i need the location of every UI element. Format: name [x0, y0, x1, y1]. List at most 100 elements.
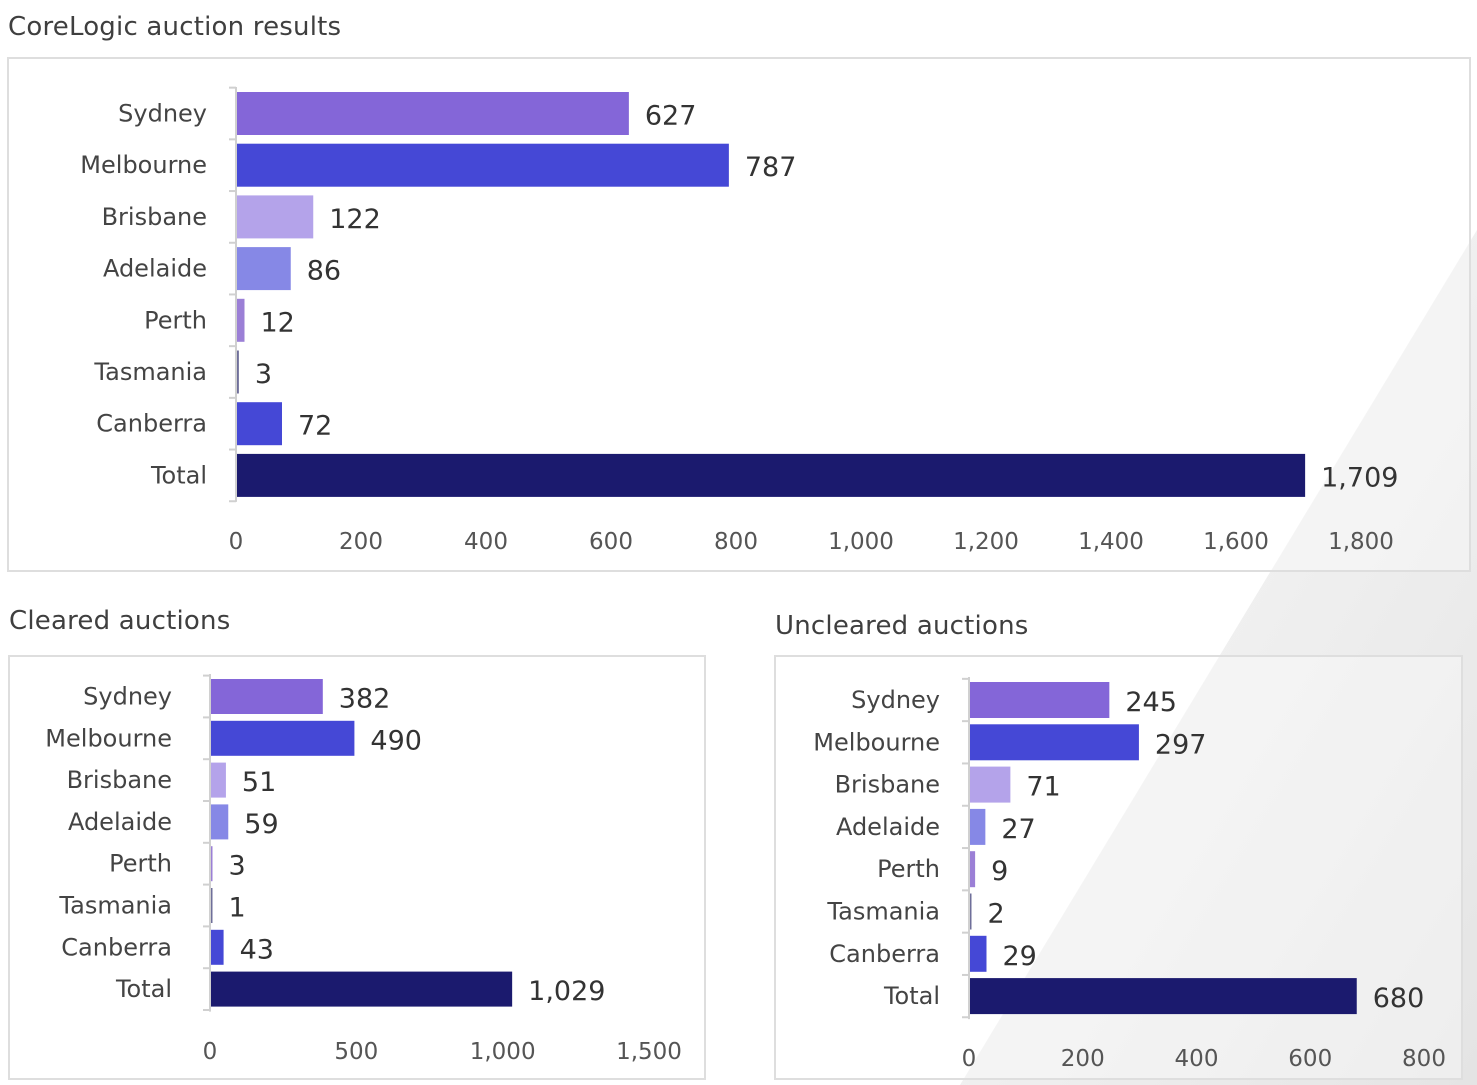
results-bar-tasmania: [237, 350, 239, 394]
cleared-bar-sydney: [211, 679, 323, 714]
cleared-x-tick-label: 1,000: [470, 1039, 536, 1065]
uncleared-bar-brisbane: [970, 766, 1011, 803]
results-value-label: 627: [645, 101, 697, 132]
results-x-tick-label: 800: [714, 529, 758, 555]
uncleared-x-tick-label: 600: [1288, 1046, 1332, 1072]
results-chart-panel: Sydney 627 Melbourne 787 Brisbane 122 Adelaide…: [7, 57, 1471, 572]
cleared-category-label: Tasmania: [58, 892, 172, 920]
uncleared-value-label: 245: [1125, 687, 1177, 718]
cleared-bar-canberra: [211, 929, 224, 965]
results-x-tick-label: 1,400: [1078, 529, 1144, 555]
uncleared-chart-panel: Sydney 245 Melbourne 297 Brisbane 71 Adelaide 2…: [774, 655, 1463, 1080]
uncleared-category-label: Tasmania: [826, 898, 940, 926]
cleared-value-label: 1: [229, 893, 246, 924]
uncleared-x-tick-label: 200: [1061, 1046, 1105, 1072]
uncleared-value-label: 71: [1026, 772, 1060, 803]
uncleared-bar-tasmania: [970, 893, 972, 930]
results-category-label: Canberra: [96, 410, 207, 438]
uncleared-bar-canberra: [970, 935, 987, 972]
results-bar-adelaide: [237, 247, 291, 291]
uncleared-category-label: Canberra: [829, 940, 940, 968]
cleared-category-label: Melbourne: [45, 724, 172, 752]
uncleared-category-label: Perth: [877, 855, 940, 883]
results-bar-melbourne: [237, 143, 729, 187]
uncleared-category-label: Adelaide: [836, 813, 940, 841]
cleared-bar-total: [211, 971, 513, 1007]
cleared-chart: Sydney 382 Melbourne 490 Brisbane 51 Adelaide 5…: [45, 674, 682, 1065]
cleared-bar-perth: [211, 846, 213, 882]
uncleared-x-tick-label: 800: [1402, 1046, 1446, 1072]
results-value-label: 1,709: [1321, 462, 1398, 493]
results-bar-canberra: [237, 402, 282, 446]
cleared-bar-adelaide: [211, 804, 229, 840]
cleared-value-label: 59: [244, 809, 278, 840]
uncleared-value-label: 9: [991, 856, 1008, 887]
uncleared-x-tick-label: 400: [1175, 1046, 1219, 1072]
results-value-label: 12: [261, 307, 295, 338]
cleared-value-label: 43: [240, 934, 274, 965]
cleared-value-label: 382: [339, 684, 391, 715]
results-category-label: Brisbane: [102, 203, 207, 231]
results-bar-perth: [237, 298, 245, 342]
cleared-category-label: Canberra: [61, 933, 172, 961]
results-x-tick-label: 1,800: [1328, 529, 1394, 555]
results-value-label: 86: [307, 256, 341, 287]
cleared-category-label: Perth: [109, 850, 172, 878]
results-x-tick-label: 1,600: [1203, 529, 1269, 555]
cleared-value-label: 51: [242, 767, 276, 798]
results-category-label: Melbourne: [80, 151, 207, 179]
results-x-tick-label: 200: [339, 529, 383, 555]
cleared-value-label: 490: [370, 725, 422, 756]
results-value-label: 72: [298, 411, 332, 442]
cleared-category-label: Total: [115, 975, 172, 1003]
uncleared-bar-total: [970, 978, 1357, 1015]
cleared-bar-brisbane: [211, 762, 226, 798]
cleared-x-tick-label: 1,500: [616, 1039, 682, 1065]
results-category-label: Total: [150, 461, 207, 489]
uncleared-chart-title: Uncleared auctions: [775, 611, 1029, 641]
uncleared-category-label: Brisbane: [835, 771, 940, 799]
uncleared-x-tick-label: 0: [962, 1046, 977, 1072]
results-chart-title: CoreLogic auction results: [8, 12, 342, 42]
results-bar-brisbane: [237, 195, 314, 239]
uncleared-bar-perth: [970, 851, 976, 888]
uncleared-category-label: Sydney: [851, 686, 940, 714]
cleared-x-tick-label: 0: [203, 1039, 218, 1065]
results-value-label: 3: [255, 359, 272, 390]
results-category-label: Perth: [144, 306, 207, 334]
uncleared-bar-adelaide: [970, 808, 986, 845]
results-category-label: Adelaide: [103, 255, 207, 283]
uncleared-value-label: 2: [988, 899, 1005, 930]
results-x-tick-label: 400: [464, 529, 508, 555]
results-x-tick-label: 600: [589, 529, 633, 555]
uncleared-value-label: 680: [1373, 983, 1425, 1014]
results-x-tick-label: 0: [229, 529, 244, 555]
uncleared-value-label: 29: [1002, 941, 1036, 972]
uncleared-value-label: 27: [1001, 814, 1035, 845]
cleared-value-label: 1,029: [528, 976, 605, 1007]
cleared-bar-tasmania: [211, 888, 213, 923]
cleared-category-label: Brisbane: [67, 766, 172, 794]
uncleared-value-label: 297: [1155, 729, 1207, 760]
uncleared-chart: Sydney 245 Melbourne 297 Brisbane 71 Adelaide 2…: [813, 677, 1446, 1072]
uncleared-category-label: Melbourne: [813, 728, 940, 756]
results-category-label: Sydney: [118, 100, 207, 128]
results-category-label: Tasmania: [93, 358, 207, 386]
results-value-label: 122: [329, 204, 381, 235]
results-x-tick-label: 1,200: [953, 529, 1019, 555]
uncleared-bar-melbourne: [970, 724, 1139, 761]
cleared-category-label: Sydney: [83, 683, 172, 711]
cleared-value-label: 3: [229, 851, 246, 882]
cleared-bar-melbourne: [211, 720, 355, 756]
results-x-tick-label: 1,000: [828, 529, 894, 555]
results-bar-sydney: [237, 92, 629, 135]
uncleared-bar-sydney: [970, 682, 1110, 718]
cleared-category-label: Adelaide: [68, 808, 172, 836]
results-value-label: 787: [745, 152, 797, 183]
results-chart: Sydney 627 Melbourne 787 Brisbane 122 Adelaide…: [80, 86, 1398, 555]
cleared-chart-panel: Sydney 382 Melbourne 490 Brisbane 51 Adelaide 5…: [8, 655, 706, 1080]
results-bar-total: [237, 453, 1306, 497]
uncleared-category-label: Total: [883, 982, 940, 1010]
cleared-chart-title: Cleared auctions: [9, 606, 231, 636]
cleared-x-tick-label: 500: [334, 1039, 378, 1065]
